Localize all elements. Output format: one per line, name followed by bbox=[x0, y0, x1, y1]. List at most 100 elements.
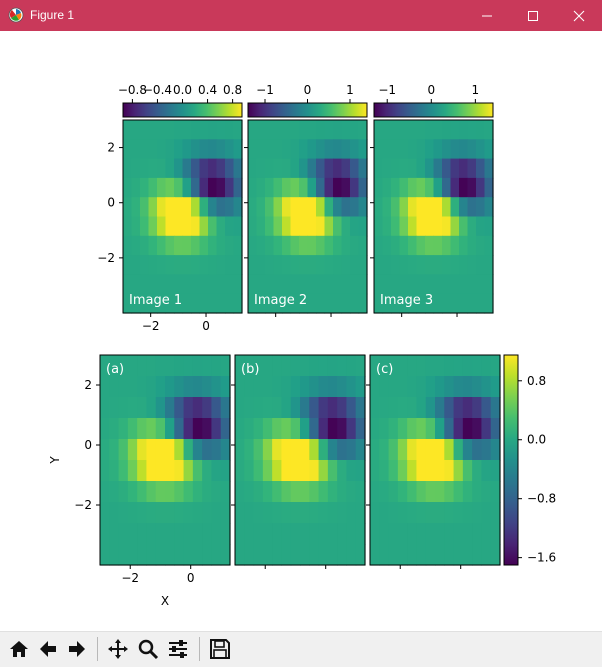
heatmap-cell bbox=[127, 397, 138, 419]
heatmap-cell bbox=[109, 481, 120, 503]
heatmap-cell bbox=[355, 376, 366, 398]
panel-label-1: Image 1 bbox=[129, 293, 182, 308]
heatmap-cell bbox=[399, 197, 409, 218]
heatmap-cell bbox=[350, 139, 360, 160]
heatmap-cell bbox=[225, 120, 235, 140]
heatmap-cell bbox=[191, 274, 201, 295]
heatmap-cell bbox=[416, 502, 427, 524]
heatmap-cell bbox=[118, 544, 129, 566]
heatmap-cell bbox=[273, 274, 283, 295]
heatmap-cell bbox=[397, 439, 408, 461]
axes-frame bbox=[373, 119, 494, 314]
heatmap-cell bbox=[100, 460, 110, 482]
heatmap-cell bbox=[374, 120, 384, 140]
heatmap-cell bbox=[379, 481, 390, 503]
heatmap-cell bbox=[235, 376, 245, 398]
heatmap-cell bbox=[281, 355, 292, 377]
heatmap-cell bbox=[191, 158, 201, 179]
panel-label-2: Image 2 bbox=[254, 293, 307, 308]
heatmap-cell bbox=[467, 235, 477, 256]
heatmap-cell bbox=[382, 216, 392, 237]
heatmap-cell bbox=[399, 158, 409, 179]
heatmap-cell bbox=[391, 216, 401, 237]
heatmap-cell bbox=[244, 481, 255, 503]
close-button[interactable] bbox=[556, 0, 602, 31]
heatmap-cell bbox=[472, 376, 483, 398]
heatmap-cell bbox=[137, 355, 148, 377]
heatmap-cell bbox=[333, 255, 343, 275]
heatmap-cell bbox=[131, 235, 141, 256]
heatmap-cell bbox=[265, 139, 275, 160]
heatmap-cell bbox=[307, 177, 317, 198]
heatmap-cell bbox=[182, 293, 192, 314]
heatmap-cell bbox=[174, 255, 184, 275]
heatmap-cell bbox=[484, 158, 494, 179]
heatmap-cell bbox=[282, 274, 292, 295]
heatmap-cell bbox=[248, 255, 258, 275]
heatmap-cell bbox=[137, 439, 148, 461]
heatmap-cell bbox=[484, 235, 494, 256]
heatmap-cell bbox=[490, 481, 501, 503]
heatmap-cell bbox=[191, 177, 201, 198]
heatmap-cell bbox=[157, 177, 167, 198]
home-button[interactable] bbox=[5, 635, 33, 663]
heatmap-cell bbox=[397, 523, 408, 545]
heatmap-cell bbox=[299, 197, 309, 218]
heatmap-cell bbox=[462, 502, 473, 524]
heatmap-cell bbox=[476, 293, 486, 314]
heatmap-cell bbox=[358, 235, 368, 256]
heatmap-cell bbox=[191, 197, 201, 218]
maximize-button[interactable] bbox=[510, 0, 556, 31]
heatmap-cell bbox=[123, 235, 133, 256]
heatmap-cell bbox=[211, 523, 222, 545]
heatmap-cell bbox=[155, 502, 166, 524]
heatmap-cell bbox=[183, 481, 194, 503]
heatmap-cell bbox=[433, 255, 443, 275]
heatmap-cell bbox=[256, 293, 266, 314]
heatmap-cell bbox=[123, 274, 133, 295]
heatmap-cell bbox=[350, 197, 360, 218]
heatmap-cell bbox=[273, 293, 283, 314]
heatmap-cell bbox=[388, 376, 399, 398]
heatmap-cell bbox=[450, 293, 460, 314]
heatmap-cell bbox=[450, 274, 460, 295]
back-button[interactable] bbox=[34, 635, 62, 663]
colorbar-tick-label: −1 bbox=[256, 83, 274, 97]
heatmap-cell bbox=[444, 481, 455, 503]
heatmap-cell bbox=[244, 376, 255, 398]
heatmap-cell bbox=[374, 235, 384, 256]
heatmap-cell bbox=[118, 418, 129, 440]
heatmap-cell bbox=[244, 397, 255, 419]
bottom-heatmap-2 bbox=[235, 355, 366, 566]
heatmap-cell bbox=[100, 376, 110, 398]
heatmap-cell bbox=[337, 523, 348, 545]
heatmap-cell bbox=[490, 523, 501, 545]
heatmap-cell bbox=[183, 460, 194, 482]
heatmap-cell bbox=[370, 376, 380, 398]
pan-button[interactable] bbox=[104, 635, 132, 663]
heatmap-cell bbox=[370, 523, 380, 545]
heatmap-cell bbox=[155, 376, 166, 398]
configure-subplots-button[interactable] bbox=[164, 635, 192, 663]
heatmap-cell bbox=[165, 439, 175, 461]
save-button[interactable] bbox=[206, 635, 234, 663]
heatmap-cell bbox=[157, 139, 167, 160]
heatmap-cell bbox=[397, 376, 408, 398]
heatmap-cell bbox=[199, 120, 209, 140]
forward-button[interactable] bbox=[63, 635, 91, 663]
heatmap-cell bbox=[140, 158, 150, 179]
heatmap-cell bbox=[346, 523, 357, 545]
heatmap-cell bbox=[341, 274, 351, 295]
zoom-button[interactable] bbox=[134, 635, 162, 663]
heatmap-cell bbox=[416, 197, 426, 218]
heatmap-cell bbox=[481, 481, 492, 503]
heatmap-cell bbox=[300, 439, 310, 461]
minimize-button[interactable] bbox=[464, 0, 510, 31]
heatmap-cell bbox=[333, 177, 343, 198]
heatmap-cell bbox=[233, 235, 243, 256]
heatmap-cell bbox=[165, 255, 175, 275]
heatmap-cell bbox=[256, 139, 266, 160]
heatmap-cell bbox=[435, 355, 445, 377]
heatmap-cell bbox=[216, 255, 226, 275]
heatmap-cell bbox=[155, 481, 166, 503]
